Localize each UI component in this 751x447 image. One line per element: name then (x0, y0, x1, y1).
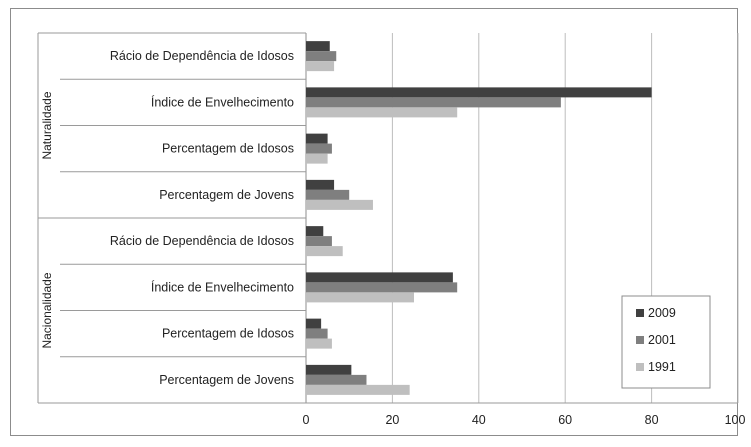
bar-2009 (306, 364, 352, 375)
bar-1991 (306, 384, 410, 395)
legend-swatch (636, 309, 644, 317)
category-labels: Rácio de Dependência de Idosos Índice de … (110, 49, 294, 387)
x-tick-label: 40 (472, 413, 486, 427)
bar-1991 (306, 107, 458, 118)
x-tick-label: 60 (558, 413, 572, 427)
x-tick-label: 20 (385, 413, 399, 427)
category-label: Percentagem de Idosos (162, 142, 294, 156)
bar-2001 (306, 97, 561, 108)
bar-1991 (306, 61, 335, 72)
category-label: Índice de Envelhecimento (151, 279, 294, 294)
category-label: Rácio de Dependência de Idosos (110, 234, 294, 248)
legend-label: 1991 (648, 360, 676, 374)
bar-2001 (306, 328, 328, 339)
category-label: Índice de Envelhecimento (151, 94, 294, 109)
group-label: Naturalidade (40, 91, 54, 159)
bar-2001 (306, 236, 332, 247)
group-labels: Naturalidade Nacionalidade (40, 91, 54, 348)
legend: 2009 2001 1991 (621, 295, 711, 389)
category-label: Percentagem de Jovens (159, 373, 294, 387)
bar-1991 (306, 292, 414, 303)
bar-2001 (306, 374, 367, 385)
group-label: Nacionalidade (40, 272, 54, 348)
bar-1991 (306, 153, 328, 164)
bar-2009 (306, 87, 652, 98)
bar-2009 (306, 179, 335, 190)
bar-2009 (306, 272, 453, 283)
bar-2009 (306, 318, 322, 329)
legend-label: 2001 (648, 333, 676, 347)
x-tick-label: 0 (303, 413, 310, 427)
bar-1991 (306, 199, 373, 210)
x-tick-label: 80 (645, 413, 659, 427)
category-label: Percentagem de Idosos (162, 327, 294, 341)
legend-swatch (636, 336, 644, 344)
legend-swatch (636, 363, 644, 371)
bar-1991 (306, 246, 343, 257)
bar-2009 (306, 226, 324, 237)
category-label: Percentagem de Jovens (159, 188, 294, 202)
bar-2009 (306, 133, 328, 144)
bar-2009 (306, 41, 330, 52)
x-tick-label: 100 (725, 413, 746, 427)
bar-1991 (306, 338, 332, 349)
bar-2001 (306, 51, 337, 62)
bar-2001 (306, 143, 332, 154)
x-tick-labels: 0 20 40 60 80 100 (303, 413, 746, 427)
bar-2001 (306, 189, 350, 200)
bar-2001 (306, 282, 458, 293)
bars (306, 41, 652, 395)
category-label: Rácio de Dependência de Idosos (110, 49, 294, 63)
legend-label: 2009 (648, 306, 676, 320)
